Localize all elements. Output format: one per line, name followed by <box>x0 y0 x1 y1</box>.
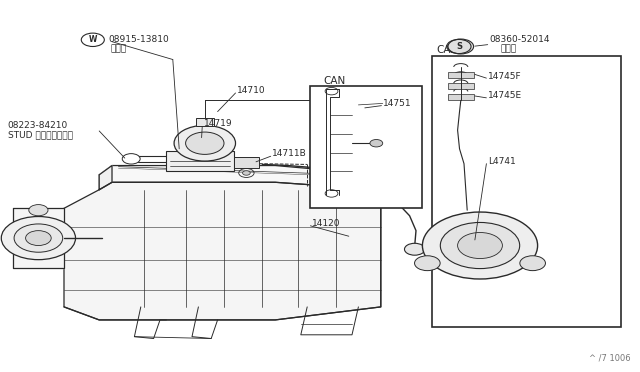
Circle shape <box>26 231 51 246</box>
Circle shape <box>14 224 63 252</box>
Circle shape <box>422 212 538 279</box>
Bar <box>196 118 214 126</box>
Circle shape <box>186 132 224 154</box>
Circle shape <box>174 125 236 161</box>
Text: （２）: （２） <box>110 45 126 54</box>
Text: 14719: 14719 <box>204 119 232 128</box>
Text: L4741: L4741 <box>488 157 515 166</box>
Circle shape <box>520 256 545 271</box>
Text: 08360-52014: 08360-52014 <box>490 35 550 44</box>
Text: CAN: CAN <box>323 76 346 86</box>
Polygon shape <box>99 166 112 190</box>
Bar <box>166 151 234 171</box>
Circle shape <box>1 217 76 260</box>
Bar <box>234 157 259 168</box>
Bar <box>448 94 474 100</box>
Text: ^ /7 1006: ^ /7 1006 <box>589 354 630 363</box>
Circle shape <box>440 222 520 269</box>
Circle shape <box>415 256 440 271</box>
Polygon shape <box>99 166 381 190</box>
Circle shape <box>370 140 383 147</box>
Text: 08915-13810: 08915-13810 <box>109 35 170 44</box>
Bar <box>448 83 474 89</box>
Text: CAN: CAN <box>436 45 459 55</box>
Text: 08223-84210: 08223-84210 <box>8 121 68 130</box>
Circle shape <box>404 243 425 255</box>
Polygon shape <box>64 182 381 320</box>
Text: STUD スタッド（２）: STUD スタッド（２） <box>8 130 73 139</box>
Bar <box>432 56 621 327</box>
Text: W: W <box>88 35 97 44</box>
Text: （２）: （２） <box>500 45 516 54</box>
Circle shape <box>122 154 140 164</box>
Text: 14745F: 14745F <box>488 72 522 81</box>
Bar <box>310 86 422 208</box>
Text: 14711B: 14711B <box>272 149 307 158</box>
Text: 14751: 14751 <box>383 99 412 108</box>
Circle shape <box>458 232 502 259</box>
Text: 14120: 14120 <box>312 219 340 228</box>
Bar <box>448 72 474 78</box>
Circle shape <box>243 171 250 175</box>
Circle shape <box>448 39 474 54</box>
Text: 14710: 14710 <box>237 86 266 94</box>
Text: 14745E: 14745E <box>488 92 522 100</box>
Text: S: S <box>456 42 462 51</box>
Circle shape <box>29 205 48 216</box>
Polygon shape <box>13 208 64 268</box>
